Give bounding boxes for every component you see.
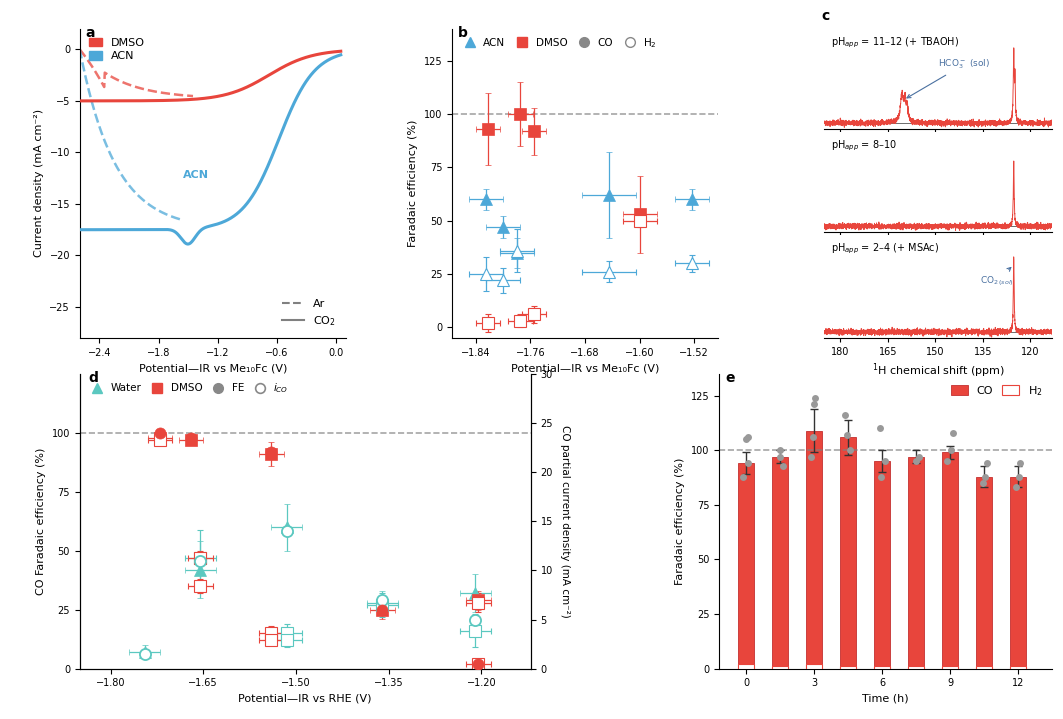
Text: pH$_{app}$ = 11–12 (+ TBAOH): pH$_{app}$ = 11–12 (+ TBAOH) xyxy=(831,36,960,50)
Y-axis label: CO Faradaic efficiency (%): CO Faradaic efficiency (%) xyxy=(36,448,46,595)
Legend: ACN, DMSO, CO, H$_2$: ACN, DMSO, CO, H$_2$ xyxy=(457,34,659,52)
Bar xyxy=(943,667,958,669)
Bar xyxy=(1011,667,1026,669)
Text: HCO$_3^-$ (sol): HCO$_3^-$ (sol) xyxy=(907,58,991,98)
Text: pH$_{app}$ = 8–10: pH$_{app}$ = 8–10 xyxy=(831,139,897,153)
X-axis label: Potential—IR vs RHE (V): Potential—IR vs RHE (V) xyxy=(238,694,372,704)
Y-axis label: Current density (mA cm⁻²): Current density (mA cm⁻²) xyxy=(34,109,44,257)
Bar xyxy=(739,664,754,669)
Bar xyxy=(943,452,958,669)
Bar xyxy=(909,667,924,669)
Bar xyxy=(909,457,924,669)
Text: pH$_{app}$ = 2–4 (+ MSAc): pH$_{app}$ = 2–4 (+ MSAc) xyxy=(831,242,940,257)
X-axis label: Potential—IR vs Me₁₀Fc (V): Potential—IR vs Me₁₀Fc (V) xyxy=(138,363,287,373)
Bar xyxy=(841,667,856,669)
Text: a: a xyxy=(85,26,95,40)
Bar xyxy=(841,437,856,669)
Bar xyxy=(739,464,754,669)
Text: c: c xyxy=(822,9,829,23)
X-axis label: $^1$H chemical shift (ppm): $^1$H chemical shift (ppm) xyxy=(872,361,1005,380)
Bar xyxy=(807,431,822,669)
Y-axis label: CO partial current density (mA cm⁻²): CO partial current density (mA cm⁻²) xyxy=(559,425,570,618)
Legend: CO, H$_2$: CO, H$_2$ xyxy=(947,380,1047,402)
Bar xyxy=(1011,477,1026,669)
Text: b: b xyxy=(457,26,468,40)
X-axis label: Time (h): Time (h) xyxy=(862,694,909,704)
Y-axis label: Faradaic efficiency (%): Faradaic efficiency (%) xyxy=(675,457,685,585)
Text: e: e xyxy=(726,371,736,385)
Text: CO$_{2\,(sol)}$: CO$_{2\,(sol)}$ xyxy=(979,267,1013,288)
Legend: Water, DMSO, FE, $i_{CO}$: Water, DMSO, FE, $i_{CO}$ xyxy=(85,379,291,397)
X-axis label: Potential—IR vs Me₁₀Fc (V): Potential—IR vs Me₁₀Fc (V) xyxy=(511,363,659,373)
Legend: Ar, CO$_2$: Ar, CO$_2$ xyxy=(277,294,340,332)
Bar xyxy=(773,667,788,669)
Y-axis label: Faradaic efficiency (%): Faradaic efficiency (%) xyxy=(408,119,418,247)
Bar xyxy=(773,457,788,669)
Bar xyxy=(977,667,992,669)
Bar xyxy=(875,461,890,669)
Text: ACN: ACN xyxy=(183,170,209,180)
Bar xyxy=(875,667,890,669)
Text: d: d xyxy=(88,371,99,385)
Bar xyxy=(807,664,822,669)
Bar xyxy=(977,477,992,669)
